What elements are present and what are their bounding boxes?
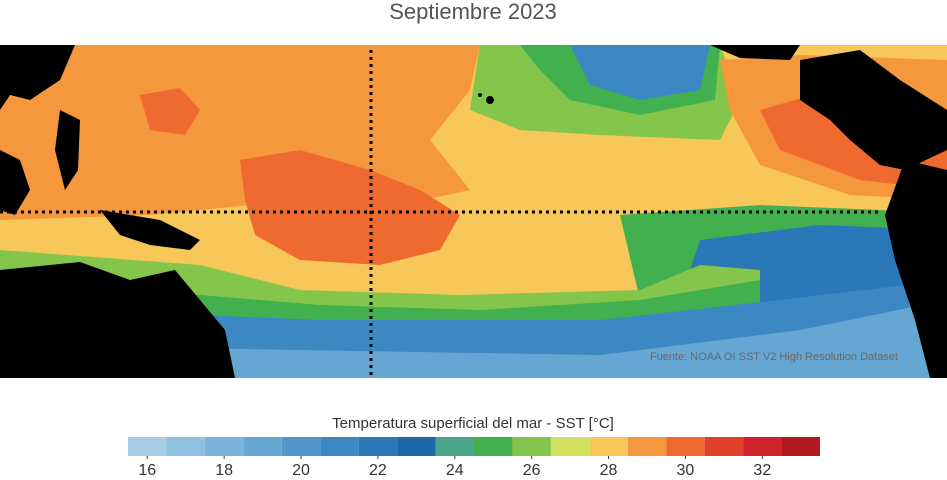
map-title: Septiembre 2023 — [389, 0, 557, 24]
colorbar-bin — [166, 437, 205, 456]
source-note: Fuente: NOAA OI SST V2 High Resolution D… — [650, 351, 898, 363]
colorbar-bin — [743, 437, 782, 456]
colorbar-bin — [128, 437, 167, 456]
colorbar-tick-label: 26 — [523, 462, 541, 479]
colorbar-bin — [243, 437, 282, 456]
map: Fuente: NOAA OI SST V2 High Resolution D… — [0, 45, 947, 378]
colorbar-tick-label: 32 — [753, 462, 771, 479]
colorbar: 16 18 20 22 24 26 28 30 32 — [128, 437, 820, 479]
colorbar-tick-label: 24 — [446, 462, 464, 479]
colorbar-tick-label: 20 — [292, 462, 310, 479]
colorbar-label: Temperatura superficial del mar - SST [°… — [332, 415, 614, 432]
colorbar-bin — [397, 437, 436, 456]
colorbar-bin — [512, 437, 551, 456]
colorbar-bin — [474, 437, 513, 456]
colorbar-bin — [320, 437, 359, 456]
colorbar-bin — [204, 437, 244, 456]
colorbar-bin — [281, 437, 321, 456]
colorbar-bin — [781, 437, 820, 456]
colorbar-tick-label: 18 — [215, 462, 233, 479]
colorbar-tick-label: 22 — [369, 462, 387, 479]
colorbar-bin — [435, 437, 474, 456]
colorbar-bin — [666, 437, 705, 456]
colorbar-bin — [704, 437, 744, 456]
colorbar-tick-label: 30 — [677, 462, 695, 479]
colorbar-bin — [358, 437, 398, 456]
colorbar-bin — [589, 437, 628, 456]
colorbar-tick-label: 16 — [138, 462, 156, 479]
colorbar-tick-label: 28 — [600, 462, 618, 479]
colorbar-bin — [627, 437, 667, 456]
colorbar-bin — [550, 437, 590, 456]
